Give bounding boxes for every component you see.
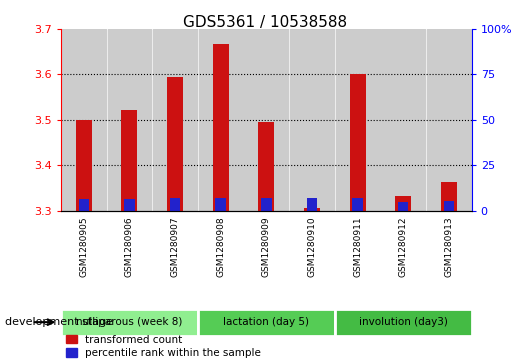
Text: involution (day3): involution (day3)	[359, 317, 448, 327]
Text: lactation (day 5): lactation (day 5)	[223, 317, 310, 327]
Bar	[441, 182, 457, 211]
Bar	[352, 198, 363, 211]
Bar	[335, 309, 472, 336]
Bar	[170, 198, 180, 211]
Bar	[124, 199, 135, 211]
Bar	[198, 309, 335, 336]
Bar	[290, 29, 334, 211]
Bar	[395, 196, 411, 211]
Bar	[335, 29, 379, 211]
Bar	[444, 200, 454, 211]
Bar	[61, 309, 198, 336]
Bar	[78, 199, 89, 211]
Bar	[398, 202, 409, 211]
Text: GDS5361 / 10538588: GDS5361 / 10538588	[183, 15, 347, 29]
Bar	[199, 29, 243, 211]
Bar	[153, 29, 197, 211]
Bar	[216, 198, 226, 211]
Bar	[350, 74, 366, 211]
Bar	[304, 208, 320, 211]
Bar	[213, 44, 228, 211]
Bar	[381, 29, 425, 211]
Legend: transformed count, percentile rank within the sample: transformed count, percentile rank withi…	[66, 335, 261, 358]
Bar	[427, 29, 471, 211]
Text: nulliparous (week 8): nulliparous (week 8)	[76, 317, 183, 327]
Bar	[258, 122, 275, 211]
Text: development stage: development stage	[5, 317, 113, 327]
Bar	[121, 110, 137, 211]
Bar	[244, 29, 288, 211]
Bar	[307, 198, 317, 211]
Bar	[108, 29, 152, 211]
Bar	[261, 198, 271, 211]
Bar	[62, 29, 105, 211]
Bar	[76, 120, 92, 211]
Bar	[167, 77, 183, 211]
